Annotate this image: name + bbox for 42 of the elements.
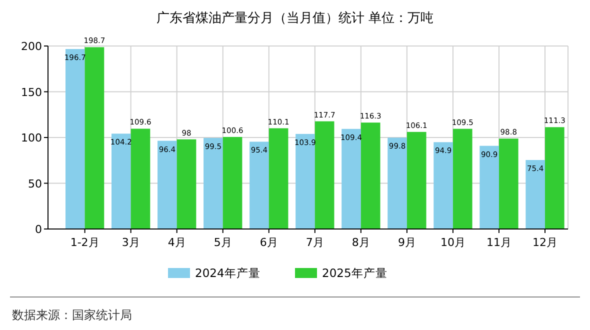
legend-label: 2024年产量 — [195, 266, 260, 280]
bar — [434, 142, 453, 229]
bar — [314, 121, 334, 229]
x-tick-label: 3月 — [122, 236, 140, 249]
x-tick-label: 4月 — [168, 236, 186, 249]
bar — [268, 128, 288, 229]
bar — [406, 132, 426, 229]
y-tick-label: 50 — [28, 177, 42, 190]
bar — [130, 128, 150, 229]
bar — [204, 138, 223, 229]
y-tick-label: 150 — [21, 86, 42, 99]
bar — [452, 128, 472, 229]
x-tick-label: 6月 — [260, 236, 278, 249]
source-note: 数据来源：国家统计局 — [12, 308, 132, 322]
chart-title: 广东省煤油产量分月（当月值）统计 单位：万吨 — [156, 11, 434, 26]
bar — [296, 134, 315, 229]
bar — [65, 49, 85, 229]
bar — [480, 146, 499, 229]
y-tick-label: 0 — [35, 223, 42, 236]
bar — [388, 138, 407, 229]
bar — [544, 127, 564, 229]
x-tick-label: 10月 — [440, 236, 466, 249]
bar — [342, 128, 361, 229]
x-tick-label: 8月 — [352, 236, 370, 249]
bar — [250, 142, 269, 229]
bar — [498, 138, 518, 229]
bar — [526, 160, 545, 229]
y-tick-label: 200 — [21, 40, 42, 53]
legend-label: 2025年产量 — [322, 266, 388, 280]
bar — [112, 134, 131, 229]
bar — [222, 136, 242, 229]
x-tick-label: 12月 — [532, 236, 558, 249]
y-tick-label: 100 — [21, 132, 42, 144]
bar — [158, 140, 177, 229]
x-tick-label: 7月 — [306, 236, 324, 249]
bar — [360, 122, 380, 229]
bar — [176, 139, 196, 229]
x-tick-label: 9月 — [398, 236, 416, 249]
x-tick-label: 5月 — [214, 236, 232, 249]
x-tick-label: 11月 — [486, 236, 512, 249]
x-tick-label: 1-2月 — [70, 236, 100, 249]
bar — [84, 47, 104, 229]
